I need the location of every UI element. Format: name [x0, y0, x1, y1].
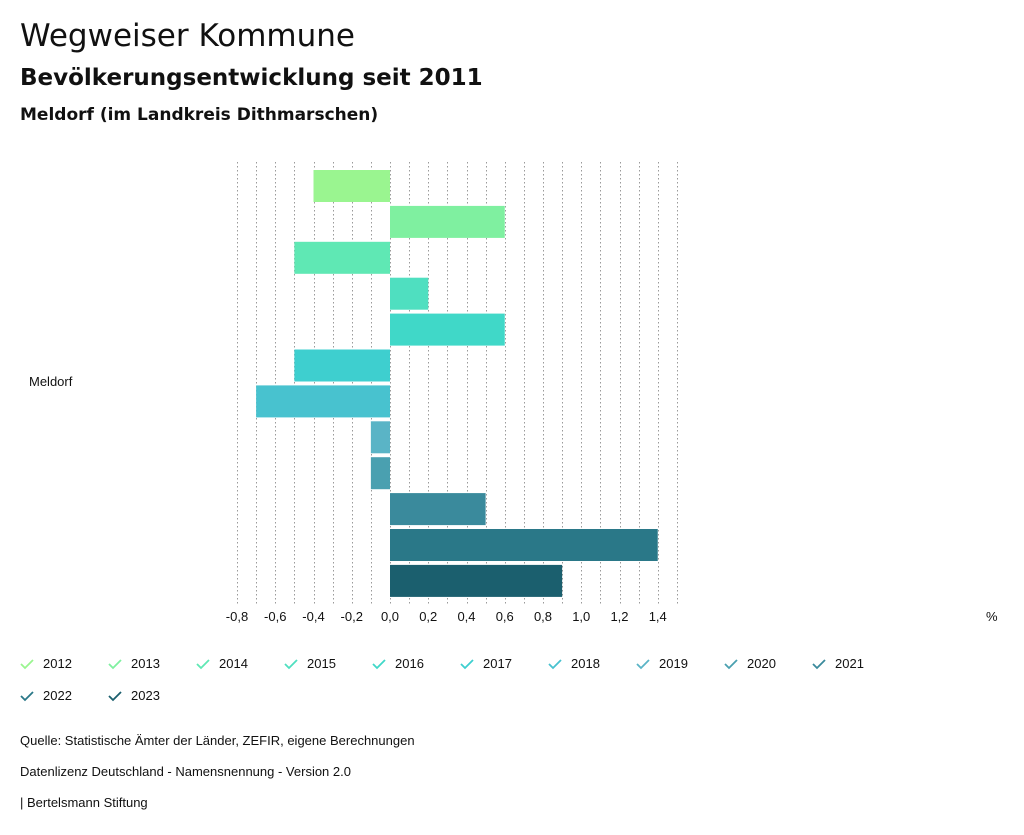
x-tick-label: 0,2	[419, 609, 437, 624]
bar-2017[interactable]	[294, 349, 390, 382]
bar-2014[interactable]	[294, 241, 390, 274]
legend-item-2012[interactable]: 2012	[20, 656, 72, 671]
region-label: Meldorf (im Landkreis Dithmarschen)	[20, 105, 379, 125]
legend-item-2019[interactable]: 2019	[636, 656, 688, 671]
legend-label: 2022	[43, 688, 72, 703]
x-tick-label: 1,2	[610, 609, 628, 624]
chart-subtitle: Bevölkerungsentwicklung seit 2011	[20, 65, 483, 91]
x-tick-label: 0,0	[381, 609, 399, 624]
legend-label: 2014	[219, 656, 248, 671]
bar-2015[interactable]	[390, 277, 429, 310]
legend-label: 2021	[835, 656, 864, 671]
legend-label: 2012	[43, 656, 72, 671]
x-tick-label: 0,8	[534, 609, 552, 624]
legend-label: 2018	[571, 656, 600, 671]
bar-2018[interactable]	[256, 385, 390, 418]
x-tick-label: -0,6	[264, 609, 286, 624]
bar-2020[interactable]	[370, 457, 390, 490]
bar-2019[interactable]	[370, 421, 390, 454]
brand-note: | Bertelsmann Stiftung	[20, 795, 148, 810]
check-icon	[20, 690, 34, 701]
legend-item-2014[interactable]: 2014	[196, 656, 248, 671]
check-icon	[284, 658, 298, 669]
legend-label: 2017	[483, 656, 512, 671]
legend-label: 2023	[131, 688, 160, 703]
legend-label: 2013	[131, 656, 160, 671]
x-tick-label: -0,2	[341, 609, 363, 624]
legend-label: 2019	[659, 656, 688, 671]
check-icon	[372, 658, 386, 669]
legend-item-2018[interactable]: 2018	[548, 656, 600, 671]
check-icon	[724, 658, 738, 669]
legend-item-2022[interactable]: 2022	[20, 688, 72, 703]
x-tick-label: 1,4	[649, 609, 667, 624]
x-tick-label: -0,4	[302, 609, 324, 624]
x-axis-ticks: -0,8 -0,6 -0,4 -0,2 0,0 0,2 0,4 0,6 0,8 1,0 1,2 1,4	[226, 609, 667, 624]
legend-item-2021[interactable]: 2021	[812, 656, 864, 671]
legend-item-2020[interactable]: 2020	[724, 656, 776, 671]
x-tick-label: -0,8	[226, 609, 248, 624]
legend-item-2015[interactable]: 2015	[284, 656, 336, 671]
check-icon	[548, 658, 562, 669]
bar-chart: -0,8 -0,6 -0,4 -0,2 0,0 0,2 0,4 0,6 0,8 1,0 1,2 1,4…	[29, 162, 998, 624]
source-note: Quelle: Statistische Ämter der Länder, Z…	[20, 733, 415, 748]
bar-2021[interactable]	[390, 493, 486, 526]
legend-item-2016[interactable]: 2016	[372, 656, 424, 671]
check-icon	[812, 658, 826, 669]
bar-2012[interactable]	[313, 170, 391, 202]
page-title: Wegweiser Kommune	[20, 18, 355, 54]
check-icon	[196, 658, 210, 669]
legend-label: 2015	[307, 656, 336, 671]
legend-label: 2016	[395, 656, 424, 671]
legend-item-2017[interactable]: 2017	[460, 656, 512, 671]
check-icon	[636, 658, 650, 669]
bar-2023[interactable]	[390, 564, 563, 597]
check-icon	[460, 658, 474, 669]
bar-2016[interactable]	[390, 313, 505, 346]
bar-2022[interactable]	[390, 529, 658, 561]
bar-2013[interactable]	[390, 205, 505, 238]
x-tick-label: 1,0	[572, 609, 590, 624]
category-label: Meldorf	[29, 374, 73, 389]
x-tick-label: 0,4	[457, 609, 475, 624]
check-icon	[108, 658, 122, 669]
unit-label: %	[986, 609, 998, 624]
license-note: Datenlizenz Deutschland - Namensnennung …	[20, 764, 351, 779]
legend-label: 2020	[747, 656, 776, 671]
check-icon	[108, 690, 122, 701]
bar-group	[256, 170, 658, 597]
check-icon	[20, 658, 34, 669]
legend-item-2013[interactable]: 2013	[108, 656, 160, 671]
legend-item-2023[interactable]: 2023	[108, 688, 160, 703]
x-tick-label: 0,6	[496, 609, 514, 624]
